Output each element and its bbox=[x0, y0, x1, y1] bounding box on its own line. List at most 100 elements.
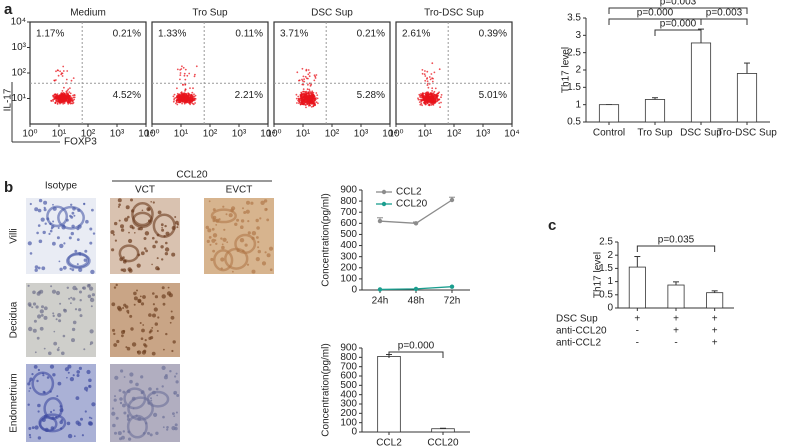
cell-event bbox=[310, 106, 313, 108]
tissue-cell bbox=[112, 423, 116, 428]
tissue-cell bbox=[240, 225, 244, 229]
quadrant-percent: 5.28% bbox=[357, 90, 385, 101]
tissue-cell bbox=[156, 330, 159, 332]
tissue-cell bbox=[71, 327, 76, 332]
tissue-cell bbox=[83, 202, 86, 206]
cell-event bbox=[431, 92, 433, 95]
cell-event bbox=[312, 102, 315, 104]
tissue-cell bbox=[60, 419, 63, 422]
tissue-cell bbox=[29, 252, 33, 255]
tissue-cell bbox=[139, 295, 142, 298]
tissue-cell bbox=[133, 291, 137, 296]
tissue-cell bbox=[90, 297, 93, 300]
quadrant-percent: 0.21% bbox=[357, 29, 385, 40]
p-value: p=0.000 bbox=[637, 8, 674, 19]
tissue-cell bbox=[37, 208, 42, 213]
tissue-cell bbox=[131, 342, 137, 347]
tissue-cell bbox=[236, 218, 240, 222]
tissue-cell bbox=[35, 305, 39, 309]
tissue-cell bbox=[161, 228, 165, 232]
tissue-cell bbox=[37, 436, 42, 440]
tissue-cell bbox=[76, 238, 80, 242]
cell-event bbox=[191, 91, 194, 94]
tissue-cell bbox=[37, 368, 41, 372]
tissue-cell bbox=[148, 313, 152, 317]
cell-event bbox=[61, 100, 64, 102]
x-tick-label: 10¹ bbox=[52, 129, 67, 140]
tissue-cell bbox=[175, 380, 179, 384]
cell-event bbox=[195, 65, 198, 68]
tissue-cell bbox=[144, 344, 148, 348]
tissue-cell bbox=[144, 339, 147, 342]
tissue-cell bbox=[52, 312, 55, 315]
point bbox=[413, 221, 419, 226]
tissue-cell bbox=[29, 436, 32, 439]
tissue-cell bbox=[164, 247, 170, 252]
tissue-cell bbox=[28, 433, 31, 437]
cell-event bbox=[428, 104, 431, 107]
tissue-cell bbox=[57, 313, 62, 318]
y-tick-label: 3 bbox=[575, 30, 581, 41]
tissue-cell bbox=[131, 226, 135, 230]
cell-event bbox=[426, 101, 429, 104]
tissue-cell bbox=[117, 431, 122, 436]
tissue-cell bbox=[59, 267, 63, 271]
tissue-cell bbox=[120, 224, 124, 229]
cell-event bbox=[179, 96, 182, 98]
tissue-structure bbox=[146, 390, 170, 408]
tissue-cell bbox=[125, 305, 129, 309]
cell-event bbox=[421, 69, 424, 71]
cell-event bbox=[67, 97, 69, 99]
tissue-cell bbox=[155, 431, 159, 435]
cell-event bbox=[298, 100, 300, 103]
tissue-cell bbox=[260, 200, 265, 205]
cell-event bbox=[193, 98, 196, 101]
cell-event bbox=[175, 102, 177, 105]
tissue-cell bbox=[154, 322, 158, 326]
tissue-cell bbox=[250, 201, 254, 205]
cell-event bbox=[304, 75, 307, 78]
plot-frame bbox=[395, 21, 513, 125]
cell-event bbox=[180, 97, 182, 100]
tissue-cell bbox=[268, 246, 274, 251]
cell-event bbox=[63, 86, 65, 89]
cell-event bbox=[426, 80, 429, 83]
cell-event bbox=[194, 73, 196, 76]
cell-event bbox=[176, 68, 179, 71]
tissue-cell bbox=[142, 295, 146, 299]
cell-event bbox=[70, 96, 73, 99]
cell-event bbox=[57, 69, 59, 72]
cell-event bbox=[301, 67, 304, 70]
tissue-cell bbox=[78, 308, 82, 312]
tissue-cell bbox=[133, 296, 138, 301]
tissue-cell bbox=[256, 226, 260, 230]
tissue-cell bbox=[62, 334, 66, 338]
tissue-cell bbox=[261, 261, 267, 266]
cell-event bbox=[66, 70, 69, 72]
tissue-cell bbox=[142, 324, 145, 326]
cell-event bbox=[194, 102, 197, 104]
panel-label: c bbox=[548, 217, 556, 234]
tissue-cell bbox=[176, 223, 180, 226]
cell-event bbox=[421, 72, 424, 75]
y-tick-label: 1 bbox=[607, 276, 613, 287]
treatment-label: DSC Sup bbox=[556, 314, 598, 325]
tissue-cell bbox=[175, 411, 178, 414]
tissue-cell bbox=[167, 286, 170, 289]
tissue-cell bbox=[38, 198, 43, 203]
tissue-cell bbox=[69, 267, 72, 270]
p-value: p=0.003 bbox=[660, 0, 697, 8]
cell-event bbox=[300, 98, 303, 101]
tissue-cell bbox=[110, 230, 115, 235]
cell-event bbox=[426, 99, 429, 101]
tissue-cell bbox=[74, 249, 78, 253]
cell-event bbox=[305, 90, 308, 93]
micrograph bbox=[26, 283, 96, 357]
quadrant-percent: 1.17% bbox=[36, 29, 64, 40]
tissue-cell bbox=[160, 223, 164, 227]
cell-event bbox=[307, 69, 310, 71]
y-axis-label: IL-17 bbox=[3, 88, 14, 111]
tissue-cell bbox=[114, 375, 119, 380]
cell-event bbox=[301, 80, 304, 82]
tissue-cell bbox=[140, 251, 145, 256]
